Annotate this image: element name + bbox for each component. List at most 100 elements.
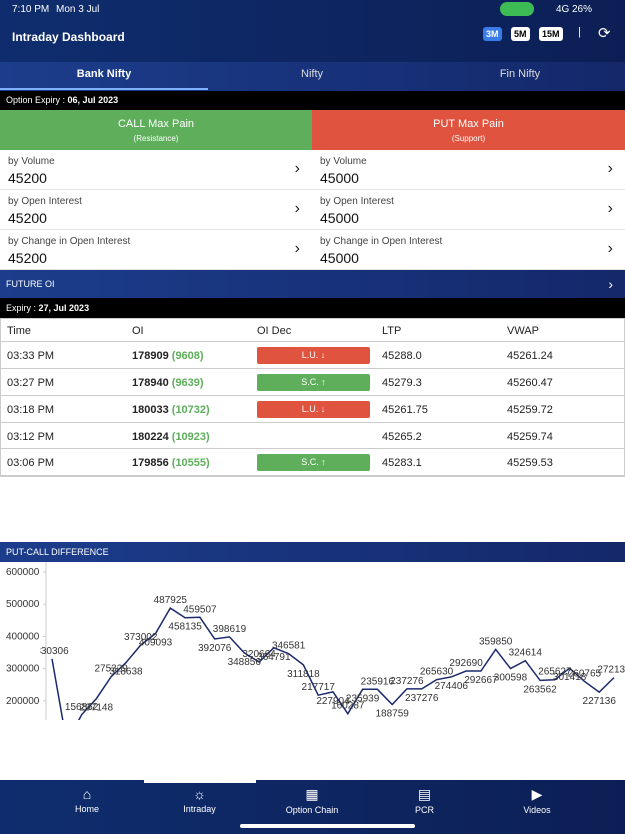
tab-underline [0, 88, 208, 90]
interval-button[interactable]: 15M [539, 27, 563, 41]
future-oi-bar[interactable]: FUTURE OI › [0, 270, 625, 298]
max-pain-row[interactable]: by Volume 45000 › [312, 150, 625, 190]
max-pain-row[interactable]: by Change in Open Interest 45200 › [0, 230, 312, 270]
nav-icon: ☼ [193, 786, 206, 802]
chart-title-bar: PUT-CALL DIFFERENCE [0, 542, 625, 562]
chevron: › [607, 160, 613, 177]
nav-item[interactable]: ▦ Option Chain [256, 786, 368, 815]
data-label: 237276 [390, 676, 424, 687]
oi: 180224 (10923) [132, 431, 210, 443]
chart-title: PUT-CALL DIFFERENCE [6, 547, 109, 557]
nav-label: Intraday [183, 804, 216, 814]
table-row: 03:33 PM 178909 (9608) L.U. ↓ 45288.0 45261.… [1, 342, 624, 369]
data-label: 398619 [213, 624, 247, 635]
data-label: 275329 [94, 664, 128, 675]
time: 03:27 PM [7, 377, 55, 389]
nav-icon: ▶ [531, 786, 543, 802]
data-label: 392076 [198, 643, 232, 654]
oi-value: 178909 [132, 350, 169, 362]
oi: 179856 (10555) [132, 457, 210, 469]
data-label: 263562 [523, 684, 557, 695]
put-title: PUT Max Pain [433, 118, 504, 130]
row-label: by Change in Open Interest [320, 236, 443, 247]
ltp: 45283.1 [382, 457, 422, 469]
plot: 3303066937115686220714827532931863837300… [40, 595, 625, 720]
tabs: Bank Nifty Nifty Fin Nifty [0, 62, 625, 91]
nav-item[interactable]: ▶ Videos [481, 786, 593, 815]
oi: 180033 (10732) [132, 404, 210, 416]
data-label: 188759 [375, 709, 409, 720]
data-label: 207148 [80, 703, 114, 714]
vwap: 45260.47 [507, 377, 553, 389]
max-pain-row[interactable]: by Change in Open Interest 45000 › [312, 230, 625, 270]
put-header: PUT Max Pain (Support) [312, 110, 625, 150]
chevron: › [607, 200, 613, 217]
row-value: 45200 [8, 250, 47, 266]
header: 7:10 PM Mon 3 Jul 4G 26% Intraday Dashbo… [0, 0, 625, 62]
data-label: 237276 [405, 693, 439, 704]
title: Intraday Dashboard [12, 30, 125, 44]
table-row: 03:12 PM 180224 (10923) 45265.2 45259.74 [1, 423, 624, 449]
row-value: 45000 [320, 210, 359, 226]
interval-button[interactable]: 5M [511, 27, 530, 41]
nav-item[interactable]: ⌂ Home [31, 786, 143, 814]
date: Mon 3 Jul [56, 4, 100, 15]
data-label: 324614 [509, 648, 543, 659]
max-pain-row[interactable]: by Open Interest 45200 › [0, 190, 312, 230]
tab[interactable]: Nifty [301, 68, 323, 80]
max-pain-row[interactable]: by Volume 45200 › [0, 150, 312, 190]
ltp: 45265.2 [382, 431, 422, 443]
row-label: by Volume [8, 156, 55, 167]
time: 03:33 PM [7, 350, 55, 362]
data-label: 156862 [65, 702, 99, 713]
vwap: 45259.74 [507, 431, 553, 443]
nav-item[interactable]: ▤ PCR [369, 786, 481, 815]
data-label: 364791 [257, 652, 291, 663]
put-subtitle: (Support) [451, 134, 486, 143]
max-pain-row[interactable]: by Open Interest 45000 › [312, 190, 625, 230]
row-value: 45200 [8, 170, 47, 186]
oi-change: (10923) [171, 431, 210, 443]
row-value: 45000 [320, 170, 359, 186]
y-tick-label: 500000 [6, 599, 40, 610]
oi: 178909 (9608) [132, 350, 204, 362]
future-oi-table: Time OI OI Dec LTP VWAP 03:33 PM 178909 (9608)… [0, 318, 625, 477]
battery: 26% [572, 4, 593, 15]
y-tick-label: 600000 [6, 567, 40, 578]
data-label: 348856 [228, 657, 262, 668]
oi-change: (9639) [171, 377, 204, 389]
row-label: by Open Interest [320, 196, 394, 207]
oi-value: 178940 [132, 377, 169, 389]
table-row: 03:06 PM 179856 (10555) S.C. ↑ 45283.1 45259… [1, 449, 624, 476]
data-label: 300598 [494, 672, 528, 683]
data-label: 359850 [479, 636, 513, 647]
tab[interactable]: Bank Nifty [76, 68, 132, 80]
tab[interactable]: Fin Nifty [499, 68, 541, 80]
time: 7:10 PM [12, 4, 50, 15]
column-header: OI Dec [257, 325, 292, 337]
nav-label: Videos [523, 805, 551, 815]
call-indicator [500, 2, 534, 16]
option-expiry: Option Expiry : 06, Jul 2023 [0, 91, 625, 110]
data-label: 235916 [361, 676, 395, 687]
nav-item[interactable]: ☼ Intraday [144, 786, 256, 814]
y-tick-label: 200000 [6, 696, 40, 707]
column-header: LTP [382, 325, 402, 337]
time: 03:18 PM [7, 404, 55, 416]
data-label: 459507 [183, 604, 217, 615]
future-expiry: Expiry : 27, Jul 2023 [0, 298, 625, 318]
time: 03:06 PM [7, 457, 55, 469]
row-label: by Volume [320, 156, 367, 167]
line [51, 607, 615, 720]
table-row: 03:27 PM 178940 (9639) S.C. ↑ 45279.3 45260.… [1, 369, 624, 396]
interval-button[interactable]: 3M [483, 27, 502, 41]
chevron: › [294, 240, 300, 257]
chevron: › [294, 200, 300, 217]
oi-change: (9608) [171, 350, 204, 362]
oi-change: (10732) [171, 404, 210, 416]
label: Expiry : [6, 303, 37, 313]
refresh-button[interactable]: ⟳ [598, 25, 611, 42]
row-label: by Open Interest [8, 196, 82, 207]
oi-value: 179856 [132, 457, 169, 469]
